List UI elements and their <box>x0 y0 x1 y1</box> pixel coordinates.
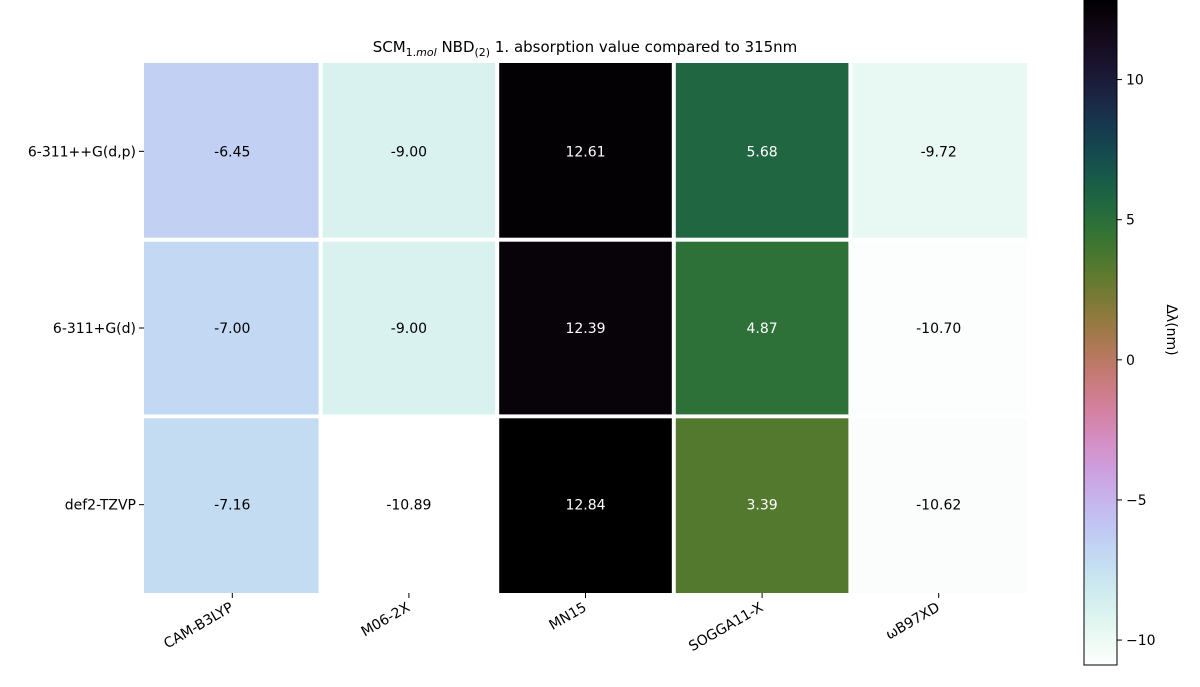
heatmap-cell <box>499 63 672 238</box>
heatmap-cell <box>675 418 849 593</box>
heatmap-cell <box>852 63 1027 238</box>
heatmap-cell <box>499 418 672 593</box>
colorbar-gradient <box>1083 0 1118 666</box>
cell-value-label: -7.00 <box>214 321 250 337</box>
title-sub-b: (2) <box>475 46 491 59</box>
cell-value-label: 12.84 <box>565 498 605 514</box>
title-sub-a-text: 1. <box>406 46 417 59</box>
title-sub-a-italic: mol <box>416 46 437 59</box>
cell-value-label: 12.61 <box>565 144 605 160</box>
cell-value-label: 5.68 <box>747 144 778 160</box>
cell-value-label: 12.39 <box>565 321 605 337</box>
title-part-b: NBD <box>437 38 475 56</box>
cell-value-label: -7.16 <box>214 498 250 514</box>
cell-value-label: -10.89 <box>386 498 431 514</box>
cell-value-label: -9.00 <box>391 144 427 160</box>
colorbar-tick-label: −5 <box>1126 493 1147 509</box>
chart-title: SCM1.mol NBD(2) 1. absorption value comp… <box>373 38 798 59</box>
row-tick-labels: 6-311++G(d,p) 6-311+G(d) def2-TZVP <box>28 144 144 514</box>
heatmap-cell <box>322 63 496 238</box>
column-tick-label: MN15 <box>547 600 590 634</box>
heatmap-cell <box>144 241 319 415</box>
colorbar-label: Δλ(nm) <box>1163 304 1179 355</box>
heatmap-cell <box>322 241 496 415</box>
colorbar-tick-label: 10 <box>1126 73 1144 89</box>
colorbar-tick-label: 0 <box>1126 353 1135 369</box>
heatmap-cell <box>852 241 1027 415</box>
cell-value-label: -10.62 <box>916 498 961 514</box>
row-tick-label: 6-311+G(d) <box>53 321 136 337</box>
column-tick-label: ωB97XD <box>883 600 943 644</box>
heatmap-cell <box>144 63 319 238</box>
column-tick-label: CAM-B3LYP <box>161 600 236 653</box>
row-tick-label: def2-TZVP <box>65 498 136 514</box>
heatmap-cell <box>499 241 672 415</box>
cell-value-label: -10.70 <box>916 321 961 337</box>
heatmap-cell <box>144 418 319 593</box>
cell-value-label: -9.00 <box>391 321 427 337</box>
heatmap-cell <box>675 241 849 415</box>
heatmap-cell <box>322 418 496 593</box>
row-tick-label: 6-311++G(d,p) <box>28 144 136 160</box>
cell-value-label: 4.87 <box>747 321 778 337</box>
column-tick-label: SOGGA11-X <box>686 599 766 655</box>
heatmap-cell <box>675 63 849 238</box>
cell-value-label: -9.72 <box>921 144 957 160</box>
colorbar: 10 5 0 −5 −10 Δλ(nm) <box>1083 0 1179 666</box>
colorbar-ticks: 10 5 0 −5 −10 <box>1117 73 1156 649</box>
column-tick-labels: CAM-B3LYP M06-2X MN15 SOGGA11-X ωB97XD <box>161 593 943 655</box>
title-sub-a: 1.mol <box>406 46 437 59</box>
cell-value-label: -6.45 <box>214 144 250 160</box>
colorbar-tick-label: −10 <box>1126 633 1156 649</box>
title-part-a: SCM <box>373 38 406 56</box>
heatmap-cell <box>852 418 1027 593</box>
column-tick-label: M06-2X <box>359 599 414 640</box>
cell-value-label: 3.39 <box>747 498 778 514</box>
heatmap-cell-labels: -6.45 -9.00 12.61 5.68 -9.72 -7.00 -9.00 12.39 4… <box>214 144 961 513</box>
title-part-c: 1. absorption value compared to 315nm <box>490 38 797 56</box>
heatmap-cells <box>144 63 1027 593</box>
colorbar-tick-label: 5 <box>1126 213 1135 229</box>
